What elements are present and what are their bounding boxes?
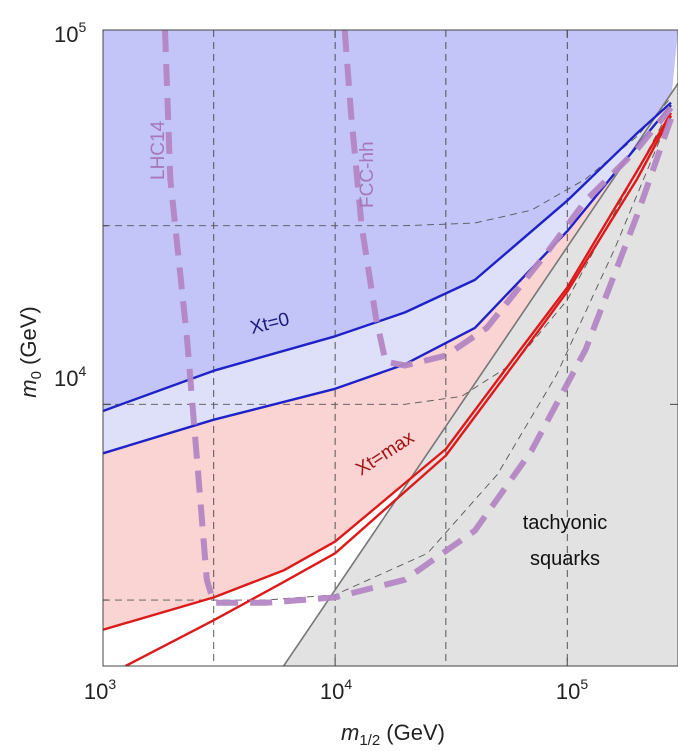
lhc14-label: LHC14 <box>148 120 169 180</box>
x-tick-label-1e4: 104 <box>320 676 352 704</box>
x-axis-label: m1/2 (GeV) <box>341 720 445 749</box>
dashed-contour-3 <box>103 112 672 601</box>
grid <box>213 30 568 666</box>
xtmax-lower-line <box>124 115 673 666</box>
tachyonic-label-1: tachyonic <box>523 512 608 534</box>
dashed-contour-1 <box>103 97 672 227</box>
y-tick-label-1e4: 104 <box>54 363 86 391</box>
red-excluded-region <box>103 105 671 630</box>
lhc14-reach-line <box>162 30 674 606</box>
blue-excluded-region <box>103 30 678 411</box>
x-tick-label-1e5: 105 <box>556 676 588 704</box>
tick-marks <box>102 29 678 666</box>
xtmax-upper-line <box>103 112 673 631</box>
xt0-upper-line <box>103 101 672 413</box>
plot-frame <box>102 29 678 667</box>
tachyonic-label-2: squarks <box>530 548 600 570</box>
y-axis-label: m0 (GeV) <box>16 306 45 397</box>
tachyonic-boundary-line <box>282 82 678 666</box>
y-tick-label-1e5: 105 <box>54 19 86 47</box>
x-tick-label-1e3: 103 <box>84 676 116 704</box>
blue-band-region <box>103 102 671 454</box>
fcc-label: FCC-hh <box>357 141 378 208</box>
